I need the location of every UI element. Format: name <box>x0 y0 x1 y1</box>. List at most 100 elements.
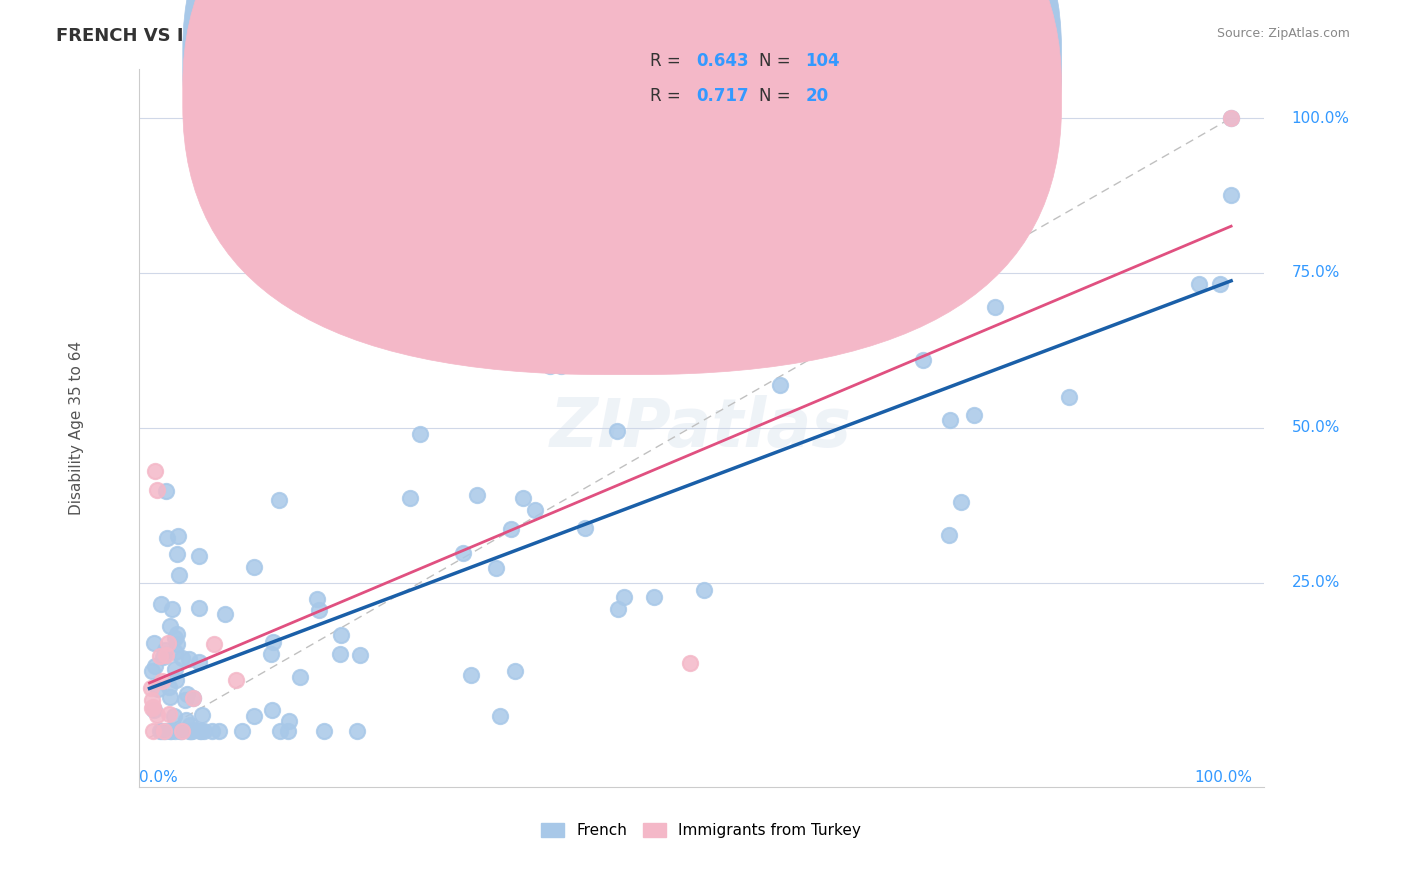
Text: ZIPatlas: ZIPatlas <box>550 395 852 461</box>
Point <box>141 701 163 715</box>
Point <box>465 488 488 502</box>
Point <box>277 724 299 739</box>
Point <box>308 602 330 616</box>
Point <box>214 607 236 621</box>
Text: 75.0%: 75.0% <box>1292 266 1340 280</box>
Point <box>399 491 422 506</box>
Point <box>166 547 188 561</box>
Point <box>225 673 247 687</box>
Text: 100.0%: 100.0% <box>1292 111 1350 126</box>
Point <box>163 645 186 659</box>
Text: 20: 20 <box>806 87 828 105</box>
Point <box>143 703 166 717</box>
Point <box>149 724 172 739</box>
Point <box>349 648 371 662</box>
Point <box>142 699 165 714</box>
Point <box>169 724 191 739</box>
Point <box>692 582 714 597</box>
Point <box>167 568 190 582</box>
Point <box>184 723 207 737</box>
Point <box>512 491 534 506</box>
Point <box>177 651 200 665</box>
Point <box>679 657 702 671</box>
Point <box>242 709 264 723</box>
Point <box>153 724 176 739</box>
Text: 0.643: 0.643 <box>696 52 748 70</box>
Point <box>174 713 197 727</box>
Point <box>162 601 184 615</box>
Point <box>153 643 176 657</box>
Point <box>949 495 972 509</box>
Point <box>188 724 211 739</box>
Point <box>146 681 169 696</box>
Point <box>176 687 198 701</box>
Point <box>489 709 512 723</box>
Point <box>329 648 352 662</box>
Text: N =: N = <box>759 52 790 70</box>
Point <box>277 714 299 729</box>
Point <box>179 718 201 732</box>
Point <box>501 522 523 536</box>
Point <box>190 724 212 739</box>
Point <box>939 413 962 427</box>
Point <box>163 631 186 645</box>
Point <box>538 359 561 373</box>
Point <box>155 648 177 662</box>
Point <box>262 703 284 717</box>
Point <box>460 667 482 681</box>
Point <box>269 724 291 739</box>
Point <box>146 708 169 723</box>
Point <box>1220 111 1243 125</box>
Point <box>408 427 430 442</box>
Point <box>179 724 201 739</box>
Point <box>231 724 253 739</box>
Point <box>141 693 163 707</box>
Point <box>156 531 179 545</box>
Point <box>155 483 177 498</box>
Point <box>187 549 209 563</box>
Text: 25.0%: 25.0% <box>1292 575 1340 591</box>
Text: R =: R = <box>650 52 681 70</box>
Point <box>301 247 323 261</box>
Point <box>157 707 180 722</box>
Point <box>305 592 328 607</box>
Point <box>181 690 204 705</box>
Legend: French, Immigrants from Turkey: French, Immigrants from Turkey <box>536 817 868 844</box>
Point <box>769 378 792 392</box>
Point <box>330 627 353 641</box>
Point <box>288 670 311 684</box>
Point <box>163 724 186 739</box>
Point <box>453 546 475 560</box>
Point <box>242 559 264 574</box>
Point <box>177 724 200 739</box>
Point <box>142 724 165 739</box>
Text: N =: N = <box>759 87 790 105</box>
Text: R =: R = <box>650 87 681 105</box>
Point <box>202 637 225 651</box>
Point <box>484 561 506 575</box>
Text: FRENCH VS IMMIGRANTS FROM TURKEY DISABILITY AGE 35 TO 64 CORRELATION CHART: FRENCH VS IMMIGRANTS FROM TURKEY DISABIL… <box>56 27 943 45</box>
Point <box>172 651 194 665</box>
Point <box>174 693 197 707</box>
Point <box>912 352 935 367</box>
Point <box>150 597 173 611</box>
Point <box>157 680 180 694</box>
Point <box>607 602 630 616</box>
Point <box>1220 188 1243 202</box>
Point <box>260 647 283 661</box>
Point <box>938 528 960 542</box>
Point <box>346 724 368 739</box>
Point <box>165 662 187 676</box>
Point <box>550 359 572 373</box>
Text: Disability Age 35 to 64: Disability Age 35 to 64 <box>69 341 84 515</box>
Point <box>180 724 202 739</box>
Text: 50.0%: 50.0% <box>1292 420 1340 435</box>
Point <box>165 673 187 687</box>
Point <box>574 521 596 535</box>
Point <box>146 483 169 497</box>
Text: 0.717: 0.717 <box>696 87 748 105</box>
Point <box>267 492 290 507</box>
Point <box>156 635 179 649</box>
Point <box>963 408 986 422</box>
Point <box>153 724 176 739</box>
